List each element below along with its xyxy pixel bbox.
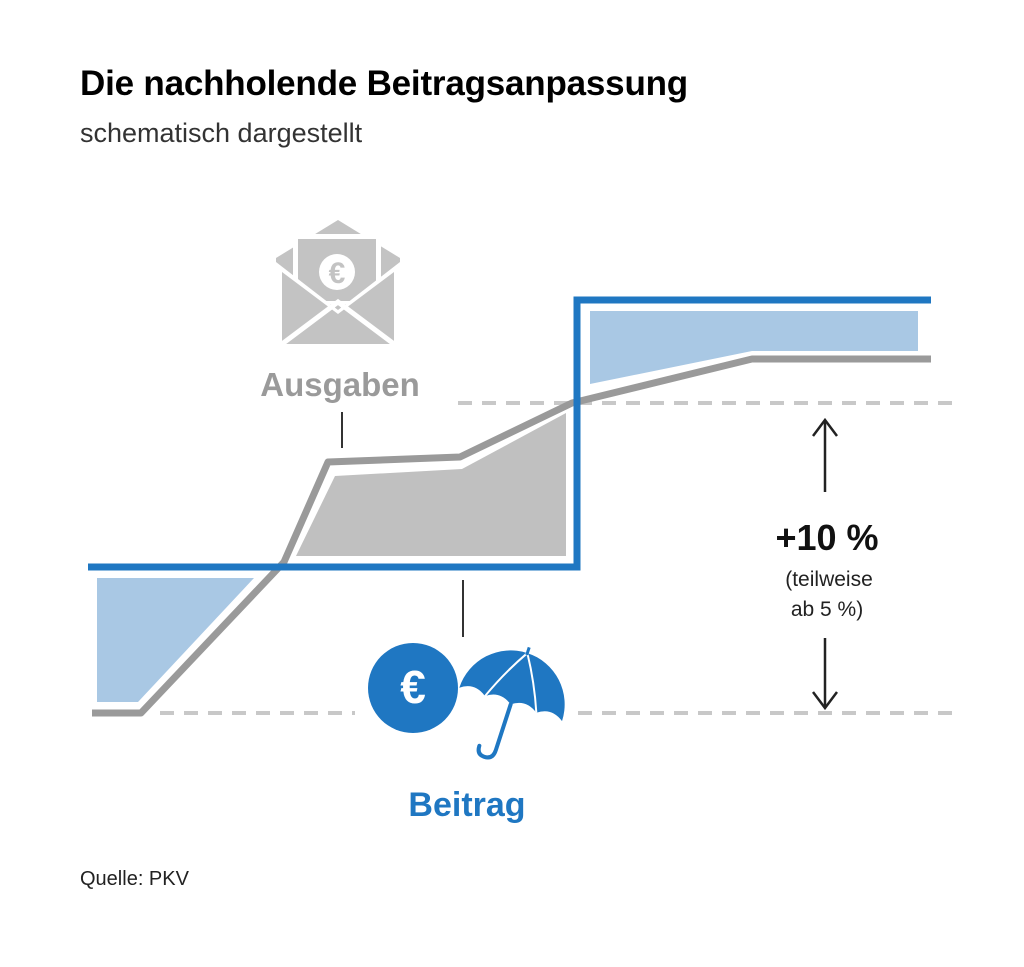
- range-arrow: [812, 417, 838, 711]
- beitrag-line: [88, 296, 931, 571]
- ausgaben-line: [92, 355, 931, 717]
- ausgaben-label: Ausgaben: [260, 366, 420, 403]
- page-title: Die nachholende Beitragsanpassung: [80, 64, 688, 103]
- percent-label: +10 %: [775, 517, 878, 558]
- surplus-area-right: [590, 311, 918, 384]
- note-line-2: ab 5 %): [791, 598, 863, 621]
- envelope-euro-icon: €: [276, 220, 400, 350]
- note-line-1: (teilweise: [785, 568, 873, 591]
- beitrag-label: Beitrag: [408, 786, 525, 824]
- umbrella-icon: [459, 646, 565, 760]
- cost-excess-area: [296, 413, 566, 556]
- euro-coin-icon: €: [368, 643, 458, 733]
- page-subtitle: schematisch dargestellt: [80, 118, 363, 148]
- source-note: Quelle: PKV: [80, 868, 189, 890]
- coin-euro-symbol: €: [400, 661, 426, 713]
- envelope-euro-symbol: €: [329, 257, 346, 290]
- shortfall-area-left: [97, 578, 254, 702]
